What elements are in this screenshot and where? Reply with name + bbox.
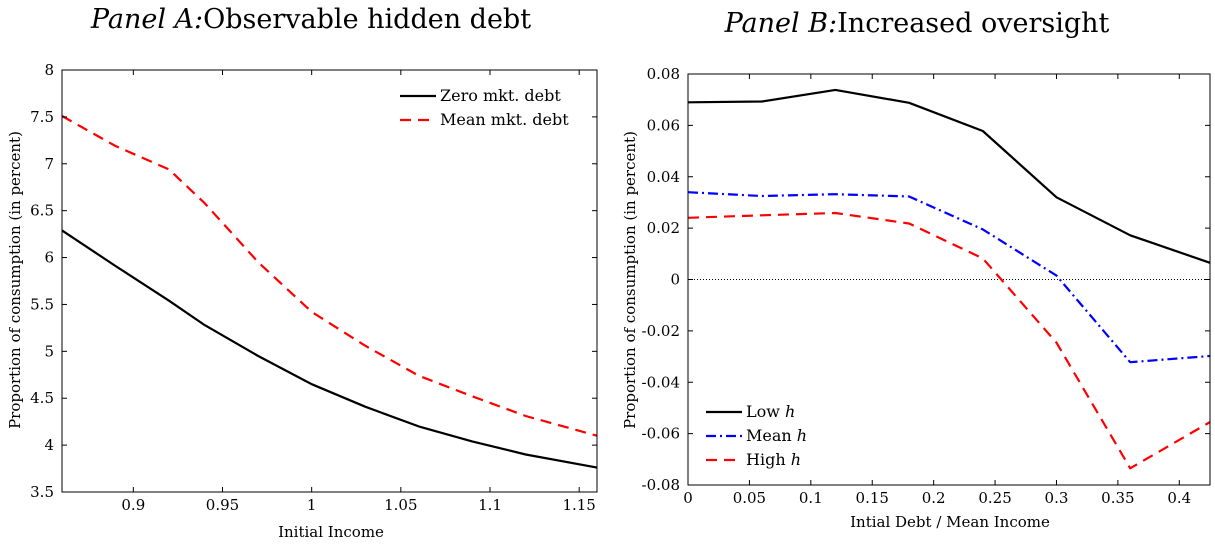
panel-b: Panel B:Increased oversight 0 0.05 0.1 0.15…	[621, 8, 1211, 531]
panel-b-x-tick-label: 0.1	[799, 489, 823, 507]
panel-a-x-tick-label: 1.05	[384, 496, 417, 514]
panel-a-title-prefix: Panel A:	[90, 4, 203, 35]
panel-b-y-tick-label: -0.02	[642, 322, 680, 340]
panel-a: Panel A:Observable hidden debt 0.9 0.95 1 1…	[6, 4, 598, 541]
panel-b-y-tick-label: -0.04	[642, 373, 680, 391]
panel-b-x-tick-label: 0.3	[1045, 489, 1069, 507]
panel-a-x-axis-label: Initial Income	[278, 523, 384, 541]
panel-a-y-axis-label: Proportion of consumption (in percent)	[6, 131, 24, 429]
panel-a-legend-label-1: Mean mkt. debt	[440, 110, 569, 129]
panel-b-series-line-2	[687, 211, 1211, 470]
panel-b-x-tick-label: 0	[683, 489, 693, 507]
panel-a-x-tick-label: 1.15	[562, 496, 595, 514]
panel-a-plot-area: 0.9 0.95 1 1.05 1.1 1.15 3.5 4 4.5 5 5.5 6 6.5 7 7.5 8 Z…	[30, 61, 598, 514]
panel-b-y-axis-label: Proportion of consumption (in percent)	[621, 131, 639, 429]
panel-a-y-tick-label: 4.5	[30, 389, 54, 407]
panel-b-series-line-0	[687, 88, 1211, 264]
panel-a-y-tick-label: 4	[44, 436, 54, 454]
panel-b-x-tick-label: 0.05	[733, 489, 766, 507]
panel-b-x-tick-label: 0.2	[922, 489, 946, 507]
panel-b-y-tick-label: 0	[670, 271, 680, 289]
panel-a-x-tick-label: 0.9	[121, 496, 145, 514]
panel-b-y-tick-label: -0.08	[642, 476, 680, 494]
panel-a-y-tick-label: 7.5	[30, 108, 54, 126]
panel-a-x-tick-label: 1.1	[478, 496, 502, 514]
panel-b-x-tick-label: 0.15	[856, 489, 889, 507]
panel-b-legend-label-0: Low h	[746, 402, 795, 421]
panel-a-y-tick-label: 7	[44, 155, 54, 173]
panel-a-y-tick-label: 5.5	[30, 295, 54, 313]
panel-b-y-tick-label: 0.02	[647, 219, 680, 237]
panel-b-legend-label-1: Mean h	[746, 426, 807, 445]
panel-b-x-tick-label: 0.35	[1101, 489, 1134, 507]
panel-a-y-tick-label: 3.5	[30, 483, 54, 501]
panel-b-title: Panel B:Increased oversight	[724, 8, 1110, 39]
panel-b-x-axis-label: Intial Debt / Mean Income	[850, 513, 1050, 531]
panel-b-y-tick-label: 0.04	[647, 168, 680, 186]
panel-a-y-tick-label: 8	[44, 61, 54, 79]
panel-a-title: Panel A:Observable hidden debt	[90, 4, 531, 35]
panel-b-y-tick-label: 0.06	[647, 116, 680, 134]
panel-a-x-tick-label: 0.95	[206, 496, 239, 514]
panel-a-x-tick-label: 1	[307, 496, 317, 514]
panel-b-y-tick-label: 0.08	[647, 65, 680, 83]
panel-b-x-tick-label: 0.25	[978, 489, 1011, 507]
panel-b-series-line-1	[687, 191, 1211, 364]
panel-b-legend-label-2: High h	[746, 450, 801, 469]
panel-b-plot-area: 0 0.05 0.1 0.15 0.2 0.25 0.3 0.35 0.4 -0.08 -0.06 -…	[642, 65, 1211, 507]
panel-a-axes-frame	[61, 69, 598, 493]
panel-a-title-rest: Observable hidden debt	[203, 4, 531, 35]
panel-a-legend-label-0: Zero mkt. debt	[440, 86, 561, 105]
panel-a-y-tick-label: 5	[44, 342, 54, 360]
panel-b-title-prefix: Panel B:	[724, 8, 838, 39]
panel-a-y-tick-label: 6	[44, 249, 54, 267]
panel-a-series-line-1	[61, 115, 598, 437]
panel-b-title-rest: Increased oversight	[837, 8, 1109, 39]
panel-a-series-line-0	[61, 229, 598, 469]
panel-b-y-tick-label: -0.06	[642, 425, 680, 443]
panel-a-y-tick-label: 6.5	[30, 202, 54, 220]
panel-b-x-tick-label: 0.4	[1167, 489, 1191, 507]
